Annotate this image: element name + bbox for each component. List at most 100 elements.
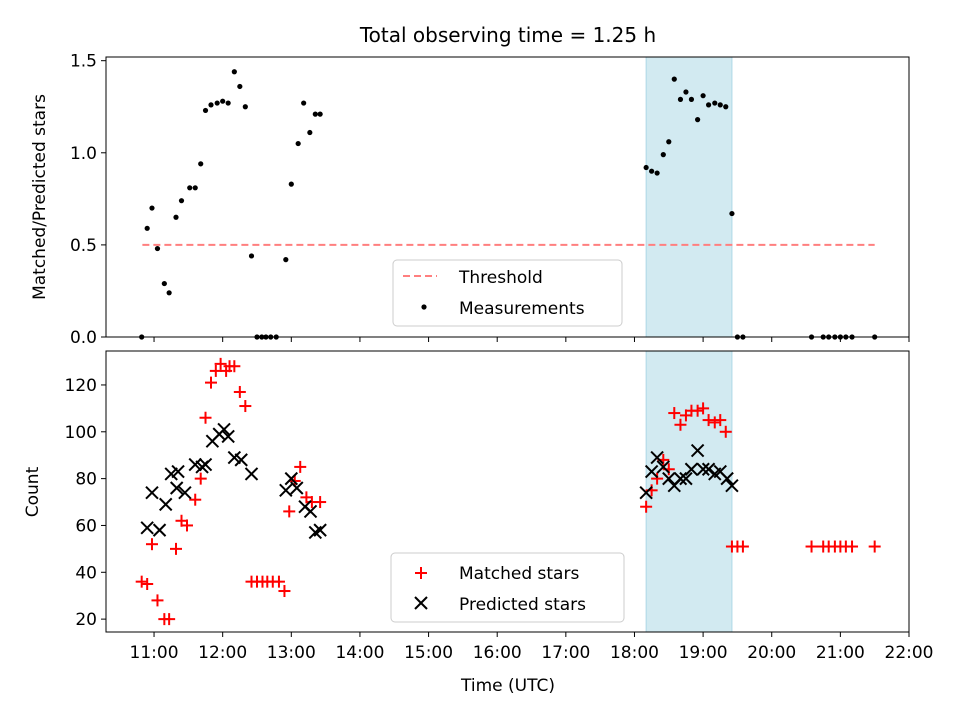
matched-star-point <box>702 414 715 427</box>
x-tick-label: 11:00 <box>130 643 179 663</box>
measurement-point <box>161 280 167 287</box>
legend-measurements-swatch <box>421 304 427 310</box>
matched-star-point <box>170 542 183 555</box>
legend-threshold-label: Threshold <box>458 268 543 288</box>
measurement-point <box>307 129 313 136</box>
predicted-star-point <box>662 471 676 486</box>
matched-star-point <box>163 613 176 626</box>
matched-star-point <box>239 400 252 413</box>
measurement-point <box>220 98 226 104</box>
ratio-panel: 0.0 0.5 1.0 1.5 Matched/Predicted stars Thr… <box>30 52 910 348</box>
matched-star-point <box>228 360 241 373</box>
matched-star-point <box>674 418 687 431</box>
ratio-ytick-label: 1.5 <box>70 52 97 72</box>
measurement-point <box>654 170 660 176</box>
x-tick-label: 12:00 <box>198 643 247 663</box>
measurement-point <box>700 93 706 99</box>
matched-star-point <box>708 416 721 429</box>
measurement-point <box>723 104 729 110</box>
measurement-point <box>649 168 655 174</box>
predicted-star-point <box>290 481 304 495</box>
ratio-legend: Threshold Measurements <box>392 259 623 327</box>
predicted-star-point <box>221 429 235 444</box>
count-ytick-label: 40 <box>75 563 97 583</box>
x-axis-label: Time (UTC) <box>460 676 555 696</box>
predicted-star-point <box>279 483 293 498</box>
legend-predicted-label: Predicted stars <box>459 595 586 615</box>
matched-star-point <box>194 472 207 485</box>
measurement-point <box>154 245 161 252</box>
x-tick-label: 15:00 <box>404 643 453 663</box>
predicted-star-point <box>650 450 664 465</box>
predicted-star-point <box>679 471 693 486</box>
legend-matched-swatch <box>415 567 427 579</box>
predicted-star-point <box>684 462 699 476</box>
matched-star-point <box>205 376 218 389</box>
matched-star-point <box>719 425 732 438</box>
x-tick-label: 21:00 <box>816 643 865 663</box>
measurement-point <box>712 100 718 106</box>
measurement-point <box>660 152 666 158</box>
measurement-point <box>317 111 323 117</box>
measurement-point <box>237 83 243 90</box>
matched-star-point <box>233 385 246 398</box>
predicted-star-point <box>234 453 248 467</box>
matched-star-point <box>141 577 154 590</box>
measurement-point <box>312 111 318 117</box>
count-ylabel: Count <box>23 466 43 517</box>
matched-star-point <box>189 493 202 506</box>
matched-star-point <box>697 402 710 415</box>
matched-star-point <box>199 411 212 424</box>
matched-star-point <box>180 519 193 532</box>
legend-predicted-swatch <box>414 596 428 610</box>
predicted-star-point <box>178 485 192 500</box>
legend-matched-label: Matched stars <box>459 564 579 584</box>
measurement-point <box>231 69 237 75</box>
measurement-point <box>202 107 209 114</box>
matched-star-point <box>294 460 307 473</box>
predicted-star-point <box>639 485 653 500</box>
predicted-star-point <box>690 443 705 458</box>
measurement-point <box>173 214 179 220</box>
x-tick-label: 19:00 <box>679 643 728 663</box>
x-tick-label: 13:00 <box>267 643 316 663</box>
measurement-point <box>283 257 289 263</box>
chart-title: Total observing time = 1.25 h <box>359 23 656 47</box>
ratio-ytick-label: 0.5 <box>70 236 97 256</box>
count-ytick-label: 100 <box>65 423 97 443</box>
ratio-ylabel: Matched/Predicted stars <box>30 94 50 300</box>
measurement-point <box>295 140 301 147</box>
matched-star-point <box>209 364 222 377</box>
ratio-panel-frame <box>105 56 910 338</box>
measurement-point <box>192 185 198 191</box>
predicted-star-point <box>152 523 167 537</box>
count-ytick-label: 20 <box>75 610 97 630</box>
predicted-star-point <box>725 478 739 493</box>
matched-star-point <box>135 575 148 588</box>
measurement-point <box>683 89 689 95</box>
predicted-star-point <box>171 464 185 479</box>
matched-star-point <box>868 540 881 553</box>
measurement-point <box>677 96 684 102</box>
x-tick-label: 14:00 <box>335 643 384 663</box>
matched-star-point <box>736 540 749 553</box>
measurement-point <box>705 102 712 108</box>
predicted-star-point <box>169 481 184 495</box>
matched-star-point <box>151 594 164 607</box>
x-tick-label: 17:00 <box>541 643 590 663</box>
count-legend: Matched stars Predicted stars <box>390 552 625 623</box>
predicted-star-point <box>244 467 259 481</box>
matched-star-point <box>651 472 664 485</box>
measurement-point <box>666 139 672 145</box>
count-observing-span <box>645 350 733 633</box>
predicted-star-point <box>159 497 173 512</box>
measurement-point <box>288 181 294 187</box>
measurement-point <box>208 102 214 108</box>
measurement-point <box>178 198 185 204</box>
measurement-point <box>717 102 723 108</box>
measurement-point <box>149 205 155 211</box>
matched-star-point <box>668 407 681 420</box>
predicted-star-point <box>701 462 716 476</box>
matched-star-point <box>272 575 285 588</box>
